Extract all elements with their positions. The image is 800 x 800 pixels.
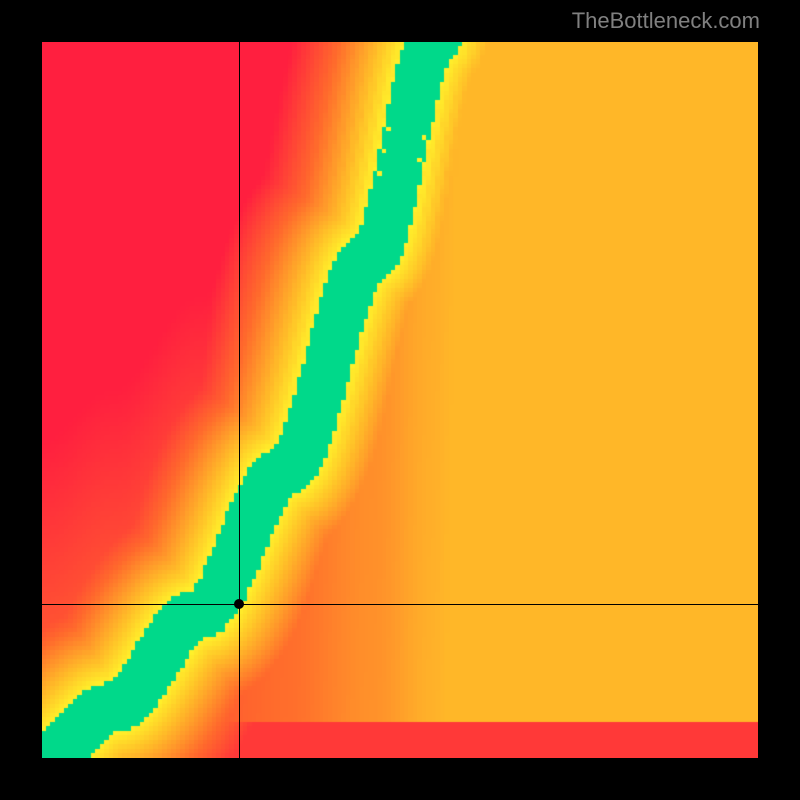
crosshair-marker-dot	[234, 599, 244, 609]
chart-frame: TheBottleneck.com	[0, 0, 800, 800]
watermark-text: TheBottleneck.com	[572, 8, 760, 34]
heatmap-plot	[42, 42, 758, 758]
crosshair-vertical	[239, 42, 240, 758]
heatmap-canvas	[42, 42, 758, 758]
crosshair-horizontal	[42, 604, 758, 605]
